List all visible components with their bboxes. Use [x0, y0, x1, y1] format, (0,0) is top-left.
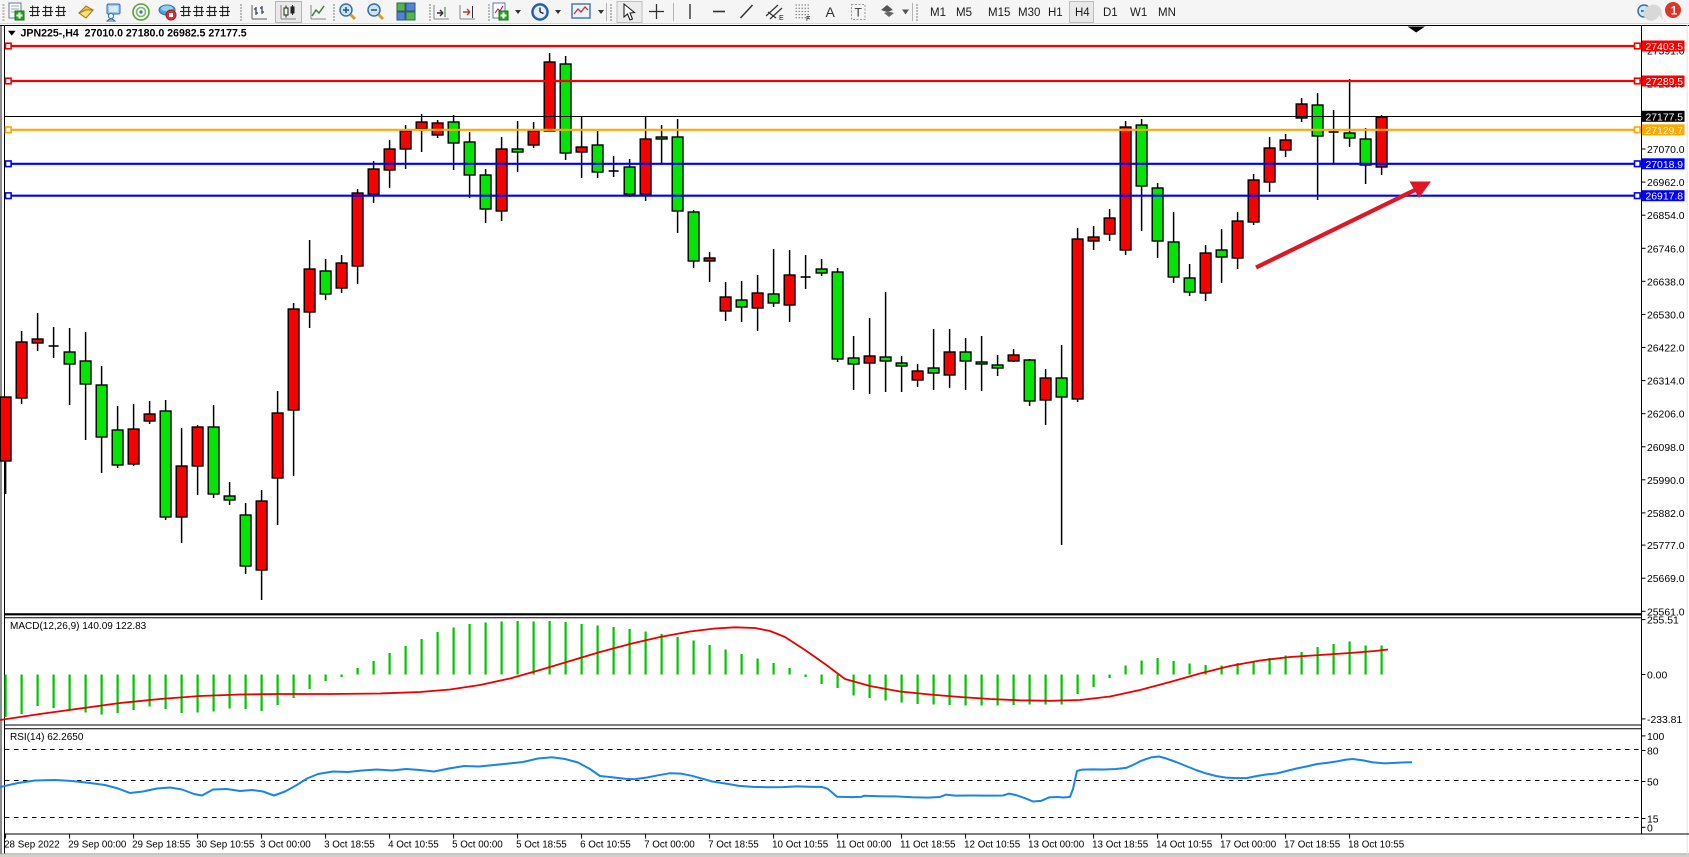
svg-text:10 Oct 10:55: 10 Oct 10:55: [772, 840, 829, 851]
svg-text:M5: M5: [956, 7, 972, 19]
svg-text:W1: W1: [1130, 7, 1147, 19]
svg-text:80: 80: [1647, 747, 1659, 758]
svg-text:26854.0: 26854.0: [1647, 211, 1685, 222]
svg-text:T: T: [855, 6, 863, 20]
svg-text:255.51: 255.51: [1647, 616, 1679, 627]
svg-text:12 Oct 10:55: 12 Oct 10:55: [964, 840, 1021, 851]
svg-text:14 Oct 10:55: 14 Oct 10:55: [1156, 840, 1213, 851]
svg-text:17 Oct 18:55: 17 Oct 18:55: [1284, 840, 1341, 851]
svg-text:25777.0: 25777.0: [1647, 541, 1685, 552]
svg-text:JPN225-,H4 27010.0 27180.0 26: JPN225-,H4 27010.0 27180.0 26982.5 27177…: [21, 28, 247, 40]
svg-text:26530.0: 26530.0: [1647, 310, 1685, 321]
svg-text:6 Oct 10:55: 6 Oct 10:55: [580, 840, 631, 851]
svg-text:H1: H1: [1048, 7, 1063, 19]
svg-text:28 Sep 2022: 28 Sep 2022: [4, 840, 60, 851]
svg-text:25990.0: 25990.0: [1647, 476, 1685, 487]
svg-text:27018.9: 27018.9: [1646, 160, 1684, 171]
svg-text:3 Oct 00:00: 3 Oct 00:00: [260, 840, 311, 851]
svg-text:27289.5: 27289.5: [1646, 77, 1684, 88]
svg-text:1: 1: [1671, 5, 1678, 17]
svg-text:A: A: [826, 4, 836, 20]
svg-text:27070.0: 27070.0: [1647, 145, 1685, 156]
svg-text:30 Sep 10:55: 30 Sep 10:55: [196, 840, 255, 851]
svg-text:7 Oct 18:55: 7 Oct 18:55: [708, 840, 759, 851]
svg-text:11 Oct 18:55: 11 Oct 18:55: [900, 840, 956, 851]
svg-text:50: 50: [1647, 778, 1659, 789]
svg-text:27403.5: 27403.5: [1646, 42, 1684, 53]
svg-text:13 Oct 00:00: 13 Oct 00:00: [1028, 840, 1085, 851]
svg-text:H4: H4: [1075, 7, 1090, 19]
svg-text:100: 100: [1647, 732, 1665, 743]
svg-text:5 Oct 18:55: 5 Oct 18:55: [516, 840, 567, 851]
svg-text:MACD(12,26,9) 140.09 122.83: MACD(12,26,9) 140.09 122.83: [10, 621, 147, 632]
svg-text:26917.8: 26917.8: [1646, 192, 1684, 203]
svg-text:29 Sep 18:55: 29 Sep 18:55: [132, 840, 191, 851]
svg-text:25882.0: 25882.0: [1647, 509, 1685, 520]
svg-text:25561.0: 25561.0: [1647, 607, 1685, 618]
svg-text:26746.0: 26746.0: [1647, 244, 1685, 255]
svg-text:26962.0: 26962.0: [1647, 178, 1685, 189]
svg-text:18 Oct 10:55: 18 Oct 10:55: [1348, 840, 1405, 851]
svg-text:7 Oct 00:00: 7 Oct 00:00: [644, 840, 695, 851]
svg-text:13 Oct 18:55: 13 Oct 18:55: [1092, 840, 1149, 851]
svg-text:RSI(14) 62.2650: RSI(14) 62.2650: [10, 732, 84, 743]
svg-text:26098.0: 26098.0: [1647, 443, 1685, 454]
svg-text:25669.0: 25669.0: [1647, 574, 1685, 585]
svg-text:27129.7: 27129.7: [1646, 126, 1684, 137]
svg-text:MN: MN: [1158, 7, 1176, 19]
svg-text:15: 15: [1647, 815, 1659, 826]
svg-text:29 Sep 00:00: 29 Sep 00:00: [68, 840, 127, 851]
svg-text:27177.5: 27177.5: [1646, 112, 1684, 123]
svg-text:5 Oct 00:00: 5 Oct 00:00: [452, 840, 503, 851]
svg-text:M15: M15: [988, 7, 1010, 19]
svg-text:F: F: [806, 16, 810, 23]
svg-text:26314.0: 26314.0: [1647, 377, 1685, 388]
svg-text:4 Oct 10:55: 4 Oct 10:55: [388, 840, 439, 851]
svg-text:D1: D1: [1103, 7, 1118, 19]
svg-text:M30: M30: [1018, 7, 1040, 19]
svg-text:E: E: [779, 15, 784, 22]
svg-text:11 Oct 00:00: 11 Oct 00:00: [836, 840, 892, 851]
svg-text:0: 0: [1647, 823, 1653, 834]
svg-text:3 Oct 18:55: 3 Oct 18:55: [324, 840, 375, 851]
svg-text:26638.0: 26638.0: [1647, 277, 1685, 288]
svg-text:0.00: 0.00: [1647, 671, 1667, 682]
svg-text:26422.0: 26422.0: [1647, 344, 1685, 355]
svg-text:26206.0: 26206.0: [1647, 410, 1685, 421]
svg-text:M1: M1: [930, 7, 946, 19]
svg-text:-233.81: -233.81: [1647, 715, 1682, 726]
svg-text:27391.0: 27391.0: [1647, 47, 1685, 58]
svg-text:17 Oct 00:00: 17 Oct 00:00: [1220, 840, 1277, 851]
